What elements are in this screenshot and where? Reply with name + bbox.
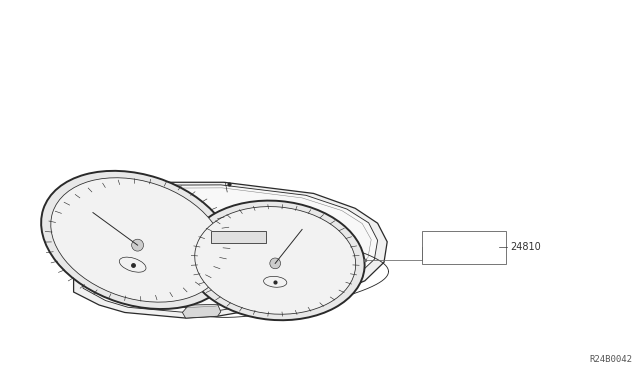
Ellipse shape (41, 171, 234, 309)
Bar (422, 231, 506, 264)
Ellipse shape (51, 178, 225, 302)
Text: 24810: 24810 (511, 243, 541, 252)
Circle shape (270, 258, 280, 269)
Ellipse shape (186, 201, 365, 320)
Polygon shape (51, 185, 378, 312)
Polygon shape (44, 199, 69, 231)
Polygon shape (44, 182, 387, 318)
Circle shape (132, 239, 143, 251)
Text: R24B0042: R24B0042 (589, 355, 632, 364)
Ellipse shape (195, 206, 356, 314)
Polygon shape (182, 304, 221, 318)
FancyBboxPatch shape (211, 231, 266, 243)
